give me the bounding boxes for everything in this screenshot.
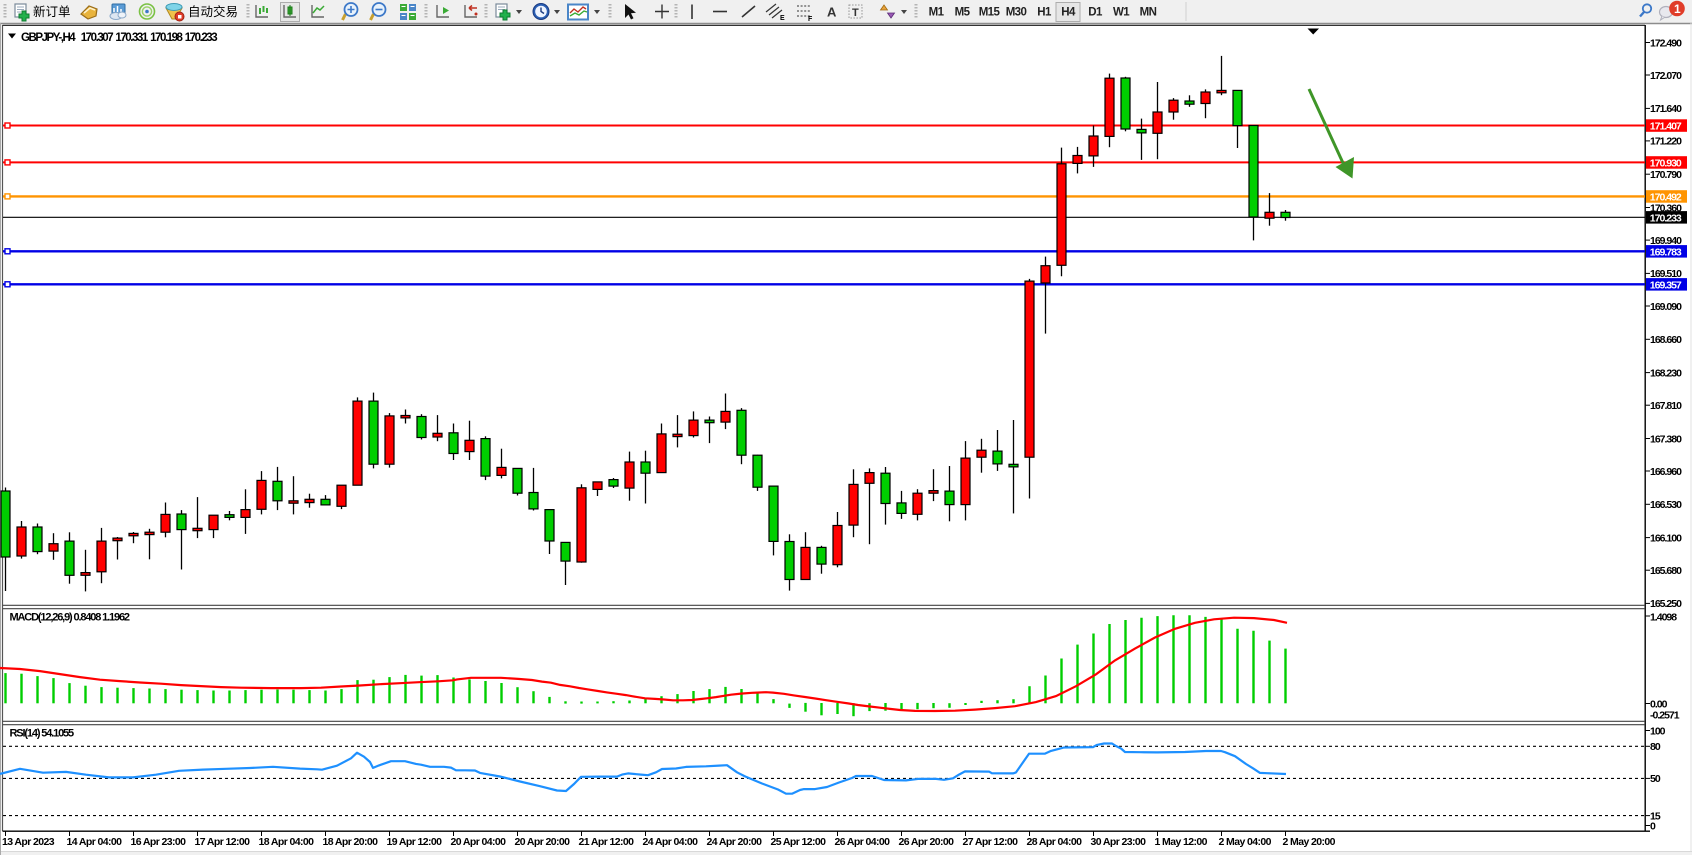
svg-text:13 Apr 2023: 13 Apr 2023 (2, 836, 55, 848)
svg-text:E: E (780, 15, 785, 22)
svg-text:0.00: 0.00 (1650, 699, 1668, 711)
svg-text:27 Apr 12:00: 27 Apr 12:00 (963, 836, 1019, 848)
svg-text:25 Apr 12:00: 25 Apr 12:00 (771, 836, 827, 848)
svg-text:M15: M15 (979, 7, 1001, 19)
svg-text:1: 1 (1674, 2, 1681, 16)
svg-text:18 Apr 20:00: 18 Apr 20:00 (323, 836, 379, 848)
svg-text:166.960: 166.960 (1650, 466, 1682, 478)
svg-text:21 Apr 12:00: 21 Apr 12:00 (579, 836, 635, 848)
svg-text:166.530: 166.530 (1650, 499, 1682, 511)
svg-text:0: 0 (1650, 820, 1656, 832)
svg-text:171.407: 171.407 (1650, 121, 1682, 133)
svg-text:16 Apr 23:00: 16 Apr 23:00 (131, 836, 187, 848)
svg-text:2 May 04:00: 2 May 04:00 (1219, 836, 1272, 848)
svg-text:1 May 12:00: 1 May 12:00 (1155, 836, 1208, 848)
svg-text:172.070: 172.070 (1650, 70, 1682, 82)
svg-text:MN: MN (1140, 7, 1157, 19)
svg-text:80: 80 (1650, 741, 1661, 753)
svg-text:-0.2571: -0.2571 (1650, 710, 1680, 722)
svg-text:169.783: 169.783 (1650, 246, 1682, 258)
svg-text:169.090: 169.090 (1650, 301, 1682, 313)
svg-text:170.233: 170.233 (1650, 212, 1682, 224)
svg-text:169.940: 169.940 (1650, 235, 1682, 247)
svg-text:14 Apr 04:00: 14 Apr 04:00 (67, 836, 123, 848)
svg-text:D1: D1 (1088, 7, 1103, 19)
svg-text:2 May 20:00: 2 May 20:00 (1283, 836, 1336, 848)
svg-text:M1: M1 (929, 7, 945, 19)
svg-text:170.492: 170.492 (1650, 191, 1682, 203)
svg-text:24 Apr 04:00: 24 Apr 04:00 (643, 836, 699, 848)
svg-text:165.680: 165.680 (1650, 565, 1682, 577)
svg-text:172.490: 172.490 (1650, 37, 1682, 49)
svg-text:M5: M5 (955, 7, 971, 19)
svg-text:GBPJPY-,H4 170.307 170.331 17: GBPJPY-,H4 170.307 170.331 170.198 170.2… (21, 32, 217, 44)
svg-text:20 Apr 04:00: 20 Apr 04:00 (451, 836, 507, 848)
svg-text:19 Apr 12:00: 19 Apr 12:00 (387, 836, 443, 848)
svg-text:20 Apr 20:00: 20 Apr 20:00 (515, 836, 571, 848)
svg-text:H1: H1 (1037, 7, 1052, 19)
svg-text:28 Apr 04:00: 28 Apr 04:00 (1027, 836, 1083, 848)
svg-text:170.930: 170.930 (1650, 157, 1682, 169)
svg-text:171.220: 171.220 (1650, 136, 1682, 148)
svg-text:15: 15 (1650, 810, 1661, 822)
svg-text:MACD(12,26,9) 0.8408 1.1962: MACD(12,26,9) 0.8408 1.1962 (10, 612, 130, 624)
svg-text:24 Apr 20:00: 24 Apr 20:00 (707, 836, 763, 848)
svg-text:18 Apr 04:00: 18 Apr 04:00 (259, 836, 315, 848)
svg-text:170.790: 170.790 (1650, 169, 1682, 181)
svg-text:168.660: 168.660 (1650, 334, 1682, 346)
svg-text:167.380: 167.380 (1650, 433, 1682, 445)
svg-text:RSI(14) 54.1055: RSI(14) 54.1055 (10, 728, 74, 740)
svg-text:M30: M30 (1006, 7, 1027, 19)
svg-text:26 Apr 04:00: 26 Apr 04:00 (835, 836, 891, 848)
svg-text:100: 100 (1650, 725, 1666, 737)
svg-text:168.230: 168.230 (1650, 367, 1682, 379)
svg-text:50: 50 (1650, 773, 1661, 785)
svg-text:166.100: 166.100 (1650, 532, 1682, 544)
svg-text:30 Apr 23:00: 30 Apr 23:00 (1091, 836, 1147, 848)
svg-text:169.510: 169.510 (1650, 268, 1682, 280)
svg-text:17 Apr 12:00: 17 Apr 12:00 (195, 836, 251, 848)
svg-text:169.357: 169.357 (1650, 279, 1682, 291)
svg-text:H4: H4 (1061, 7, 1076, 19)
svg-text:W1: W1 (1113, 7, 1130, 19)
svg-text:T: T (852, 7, 859, 19)
svg-text:自动交易: 自动交易 (188, 4, 238, 19)
svg-text:新订单: 新订单 (33, 4, 71, 19)
svg-text:165.250: 165.250 (1650, 598, 1682, 610)
svg-text:171.640: 171.640 (1650, 103, 1682, 115)
svg-text:26 Apr 20:00: 26 Apr 20:00 (899, 836, 955, 848)
svg-text:A: A (827, 5, 837, 20)
svg-text:F: F (808, 16, 813, 23)
svg-text:1.4098: 1.4098 (1650, 612, 1677, 624)
svg-text:167.810: 167.810 (1650, 400, 1682, 412)
